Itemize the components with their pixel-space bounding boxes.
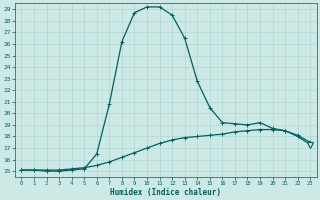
X-axis label: Humidex (Indice chaleur): Humidex (Indice chaleur) (110, 188, 221, 197)
